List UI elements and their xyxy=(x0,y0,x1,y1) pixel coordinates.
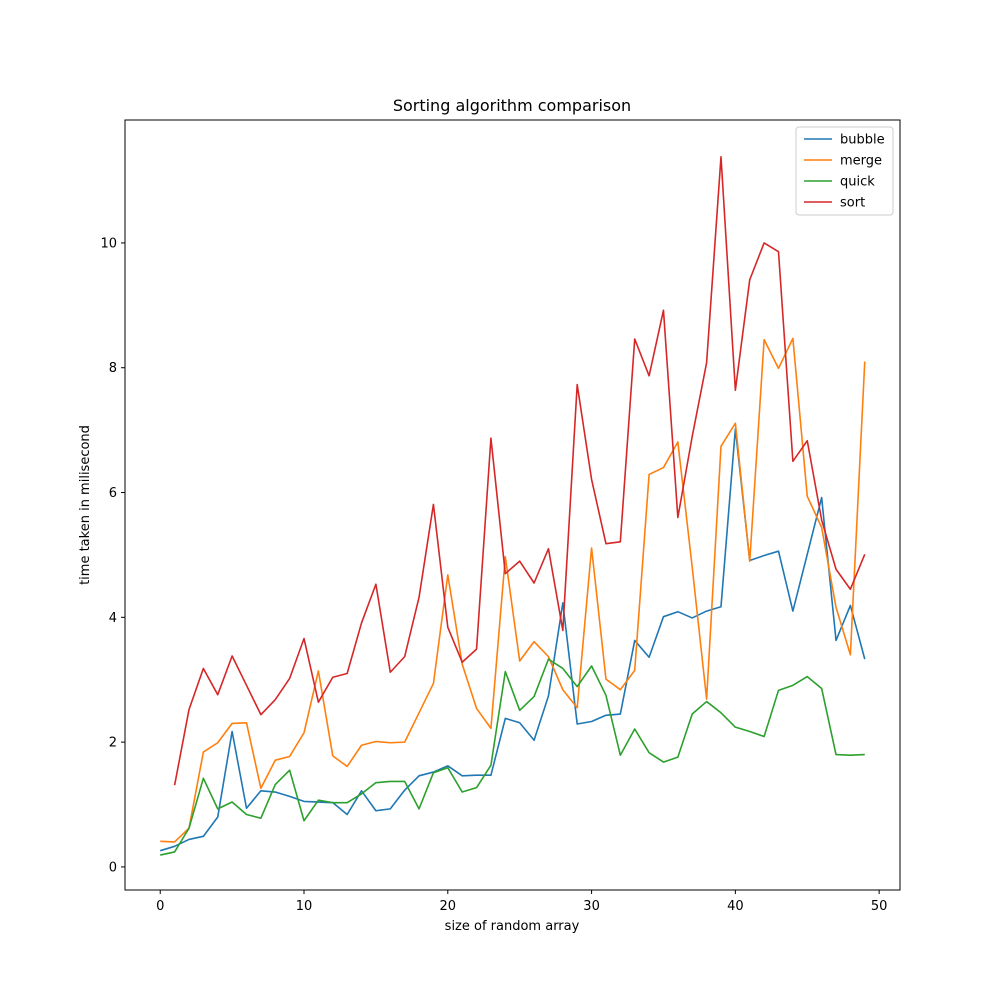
x-axis-label: size of random array xyxy=(445,919,580,934)
x-tick-label: 20 xyxy=(440,899,457,914)
series-line-quick xyxy=(160,658,865,856)
x-tick-label: 30 xyxy=(583,899,600,914)
legend-label-quick: quick xyxy=(840,175,875,190)
y-tick-label: 6 xyxy=(109,486,117,501)
y-tick-label: 8 xyxy=(109,361,117,376)
series-line-sort xyxy=(173,156,866,786)
x-tick-label: 40 xyxy=(727,899,744,914)
series-line-merge xyxy=(160,337,866,843)
y-tick-label: 10 xyxy=(100,236,117,251)
legend-box xyxy=(795,126,894,216)
legend-label-bubble: bubble xyxy=(840,133,885,148)
y-tick-label: 0 xyxy=(109,860,117,875)
x-tick-label: 50 xyxy=(871,899,888,914)
plot-lines xyxy=(159,156,866,856)
x-tick-label: 10 xyxy=(296,899,313,914)
x-axis-ticks: 0 10 20 30 40 50 xyxy=(156,890,887,914)
series-line-bubble xyxy=(159,428,866,852)
x-tick-label: 0 xyxy=(156,899,164,914)
y-tick-label: 2 xyxy=(109,736,117,751)
chart-title: Sorting algorithm comparison xyxy=(393,96,631,115)
plot-frame xyxy=(124,119,901,891)
y-axis-ticks: 0 2 4 6 8 10 xyxy=(100,236,125,875)
legend-label-merge: merge xyxy=(840,154,882,169)
y-tick-label: 4 xyxy=(109,611,117,626)
y-axis-label: time taken in milisecond xyxy=(78,425,93,585)
legend-label-sort: sort xyxy=(840,196,865,211)
legend: bubble merge quick sort xyxy=(795,126,894,216)
